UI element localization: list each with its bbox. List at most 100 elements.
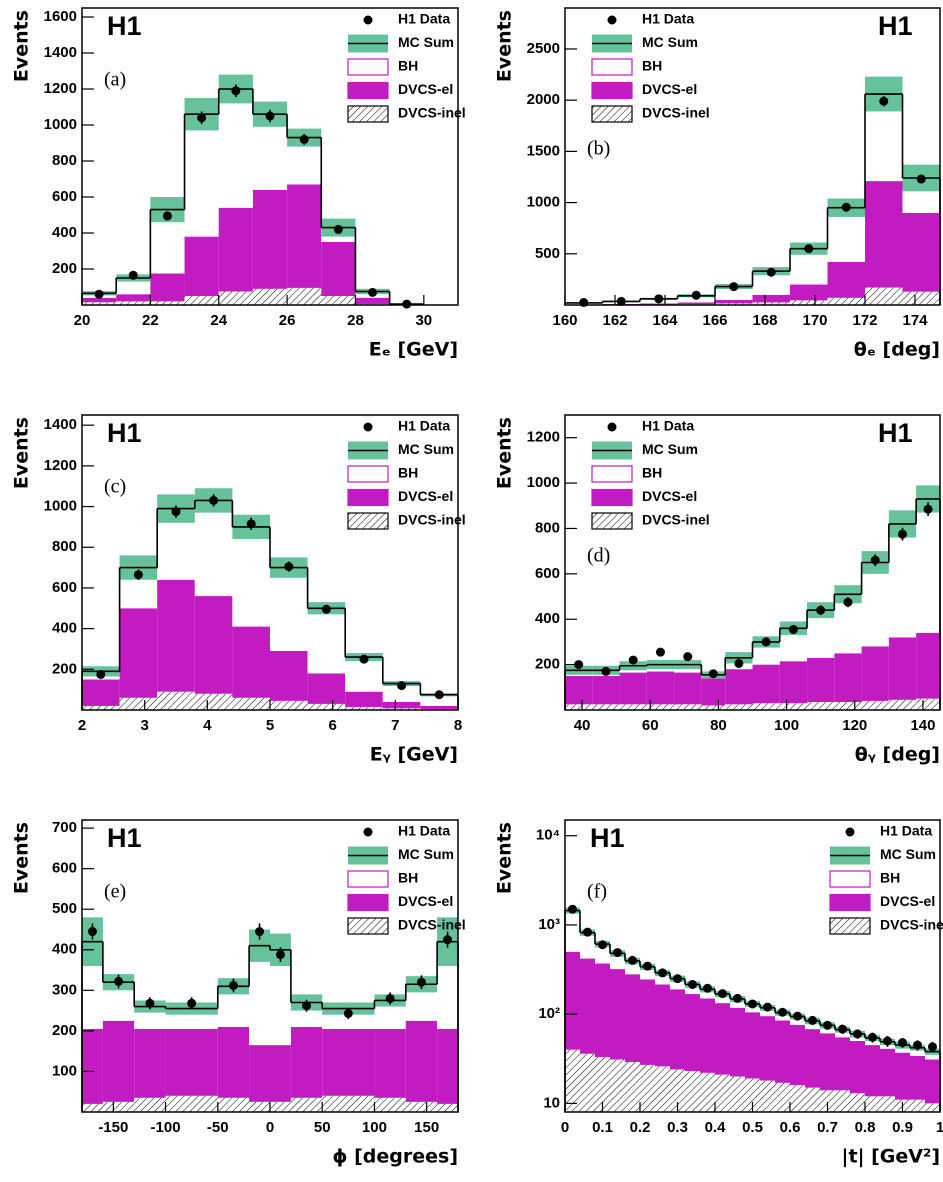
data-point: [94, 289, 104, 299]
bh-bar: [685, 984, 700, 995]
x-tick-label: 0.8: [855, 1119, 876, 1136]
data-point: [870, 555, 880, 565]
dvcs-inel-bar: [116, 301, 151, 305]
y-tick-label: 600: [535, 565, 560, 582]
y-tick-label: 1600: [44, 8, 77, 25]
y-tick-label: 1000: [44, 116, 77, 133]
dvcs-el-bar: [775, 1020, 790, 1083]
y-tick-label: 2500: [527, 40, 560, 57]
data-point: [923, 504, 933, 514]
legend-marker: [829, 917, 871, 935]
dvcs-inel-bar: [321, 296, 356, 305]
dvcs-inel-bar: [184, 296, 219, 305]
dvcs-inel-bar: [790, 1085, 805, 1112]
data-point: [853, 1029, 862, 1039]
dvcs-inel-bar: [134, 1097, 166, 1112]
dvcs-inel-bar: [592, 704, 620, 710]
y-tick-label: 2000: [527, 91, 560, 108]
dvcs-inel-bar: [701, 705, 726, 710]
legend-marker: [591, 58, 633, 76]
legend-marker: [347, 58, 389, 76]
y-tick-label: 10⁴: [536, 827, 560, 844]
x-tick-label: 0.2: [630, 1119, 651, 1136]
x-tick-label: 100: [774, 717, 799, 734]
data-point: [402, 299, 412, 309]
x-tick-label: 0.7: [817, 1119, 838, 1136]
dvcs-el-bar: [850, 1040, 865, 1094]
dvcs-inel-bar: [730, 1076, 745, 1112]
legend-marker: [347, 512, 389, 530]
dvcs-inel-bar: [834, 702, 862, 710]
x-tick-label: 8: [454, 717, 462, 734]
bh-bar: [232, 526, 270, 627]
data-point: [613, 948, 622, 958]
data-point: [683, 652, 693, 662]
dvcs-inel-bar: [760, 1080, 775, 1112]
dvcs-el-bar: [646, 671, 675, 705]
dvcs-el-bar: [725, 669, 753, 705]
dvcs-el-bar: [807, 657, 835, 703]
dvcs-el-bar: [700, 998, 715, 1073]
dvcs-inel-bar: [902, 291, 940, 305]
bh-bar: [670, 978, 685, 990]
dvcs-inel-bar: [910, 1099, 925, 1112]
bh-bar: [194, 500, 233, 597]
dvcs-el-bar: [610, 969, 625, 1060]
dvcs-el-bar: [82, 297, 117, 303]
dvcs-el-bar: [157, 579, 195, 692]
dvcs-inel-bar: [670, 1069, 685, 1112]
plot-frame: [564, 7, 941, 306]
dvcs-el-bar: [116, 294, 151, 302]
dvcs-inel-bar: [619, 704, 647, 710]
data-point: [574, 660, 584, 670]
dvcs-el-bar: [790, 1024, 805, 1086]
x-tick-label: 26: [279, 312, 296, 329]
data-point: [655, 647, 665, 657]
y-tick-label: 200: [52, 1022, 77, 1039]
dvcs-el-bar: [880, 1048, 895, 1097]
legend-marker: [591, 465, 633, 483]
dvcs-inel-bar: [307, 703, 346, 710]
dvcs-el-bar: [150, 273, 185, 302]
dvcs-inel-bar: [775, 1082, 790, 1112]
dvcs-el-bar: [701, 678, 726, 706]
panel-label: H1: [107, 11, 142, 41]
dvcs-inel-bar: [850, 1093, 865, 1112]
bh-bar: [861, 562, 889, 647]
legend-label: DVCS-inel: [642, 512, 710, 528]
data-point: [87, 927, 97, 937]
data-point: [673, 974, 682, 984]
y-axis-label: Events: [11, 10, 33, 82]
x-tick-label: 2: [78, 717, 86, 734]
dvcs-el-bar: [321, 242, 356, 296]
dvcs-inel-bar: [595, 1057, 610, 1112]
dvcs-el-bar: [194, 596, 233, 694]
y-tick-label: 400: [52, 620, 77, 637]
legend-label: BH: [880, 870, 900, 886]
dvcs-inel-bar: [685, 1071, 700, 1112]
panel-tag: (b): [587, 138, 610, 160]
y-tick-label: 400: [52, 941, 77, 958]
data-point: [616, 296, 626, 306]
y-tick-label: 500: [535, 245, 560, 262]
dvcs-el-bar: [82, 679, 120, 706]
dvcs-inel-bar: [165, 1095, 218, 1112]
x-tick-label: 0.4: [705, 1119, 727, 1136]
data-point: [162, 211, 172, 221]
dvcs-inel-bar: [270, 700, 308, 710]
y-axis-label: Events: [11, 417, 33, 489]
legend-label: BH: [398, 465, 418, 481]
x-tick-label: 30: [415, 312, 432, 329]
dvcs-el-bar: [655, 984, 670, 1067]
y-tick-label: 1200: [527, 429, 560, 446]
legend-label: BH: [398, 58, 418, 74]
y-tick-label: 600: [52, 188, 77, 205]
dvcs-el-bar: [820, 1033, 835, 1091]
x-tick-label: 1: [936, 1119, 943, 1136]
dvcs-inel-bar: [888, 699, 917, 710]
dvcs-el-bar: [888, 637, 917, 700]
dvcs-inel-bar: [752, 302, 790, 305]
dvcs-inel-bar: [232, 697, 270, 710]
dvcs-el-bar: [745, 1012, 760, 1079]
data-point: [397, 681, 407, 691]
